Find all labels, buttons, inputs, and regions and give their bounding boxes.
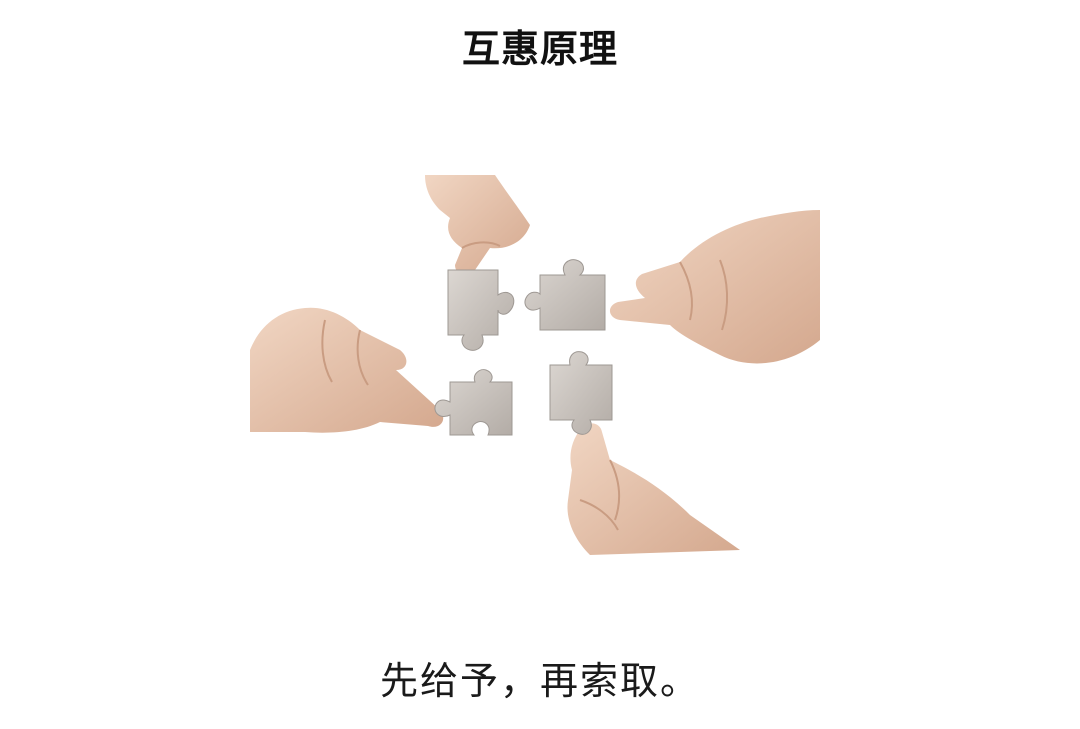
puzzle-hands-image <box>250 170 820 555</box>
slide-caption: 先给予，再索取。 <box>379 659 700 703</box>
hands-holding-puzzle-pieces-icon <box>250 175 820 555</box>
top-hand <box>425 175 530 275</box>
puzzle-piece-bottom-left <box>434 369 513 436</box>
right-hand <box>609 210 820 364</box>
bottom-hand <box>567 423 740 555</box>
puzzle-piece-top-left <box>447 269 515 351</box>
puzzle-piece-bottom-right <box>549 351 613 435</box>
slide-title: 互惠原理 <box>461 27 618 71</box>
left-hand <box>250 307 444 433</box>
puzzle-piece-top-right <box>524 259 606 331</box>
